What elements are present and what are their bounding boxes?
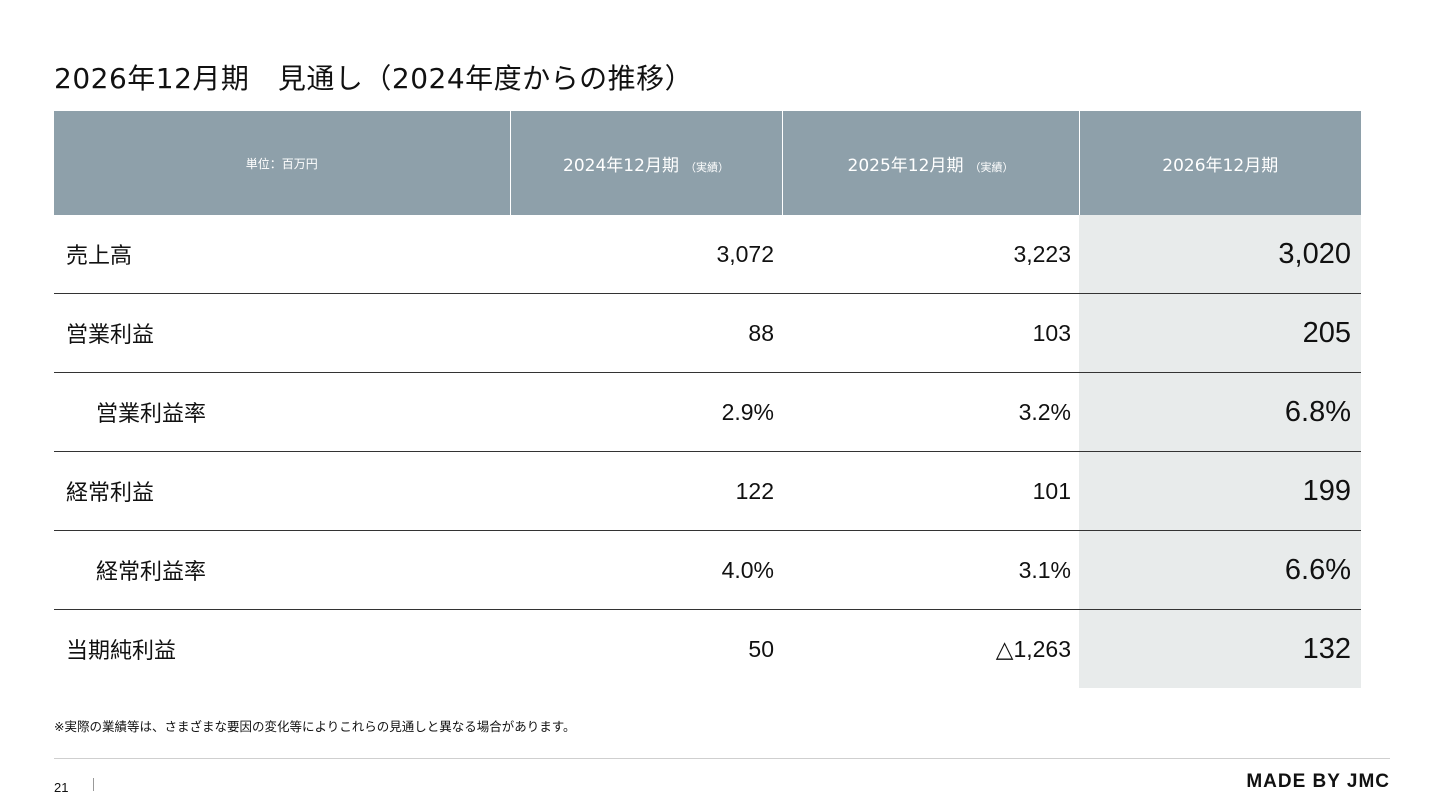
column-header-2025: 2025年12月期 （実績） [781, 111, 1079, 215]
value-2025: 3.2% [782, 372, 1079, 452]
value-2024: 2.9% [510, 372, 782, 452]
column-header-label: 2025年12月期 [847, 155, 964, 176]
table-row: 営業利益率 2.9% 3.2% 6.8% [54, 372, 1361, 452]
table-row: 経常利益 122 101 199 [54, 451, 1361, 531]
value-2025: 101 [782, 451, 1079, 531]
value-2024: 88 [510, 293, 782, 373]
table-row: 当期純利益 50 △1,263 132 [54, 609, 1361, 688]
value-2026: 205 [1079, 293, 1361, 373]
column-header-note: （実績） [969, 160, 1014, 174]
value-2026: 6.8% [1079, 372, 1361, 452]
footer-divider [54, 758, 1390, 759]
brand-logo: MADE BY JMC [1246, 771, 1390, 792]
row-label: 営業利益 [54, 293, 510, 373]
value-2026: 6.6% [1079, 530, 1361, 610]
row-label: 経常利益 [54, 451, 510, 531]
row-label: 営業利益率 [54, 372, 510, 452]
table-header-row: 単位：百万円 2024年12月期 （実績） 2025年12月期 （実績） 2026年… [54, 111, 1361, 215]
value-2025: 3.1% [782, 530, 1079, 610]
column-header-2024: 2024年12月期 （実績） [509, 111, 782, 215]
disclaimer-footnote: ※実際の業績等は、さまざまな要因の変化等によりこれらの見通しと異なる場合がありま… [54, 719, 576, 734]
page-number: 21 [54, 780, 69, 795]
value-2025: △1,263 [995, 635, 1071, 662]
column-header-note: （実績） [684, 160, 729, 174]
value-2026: 3,020 [1079, 215, 1361, 294]
value-2024: 4.0% [510, 530, 782, 610]
unit-label: 単位：百万円 [54, 111, 510, 215]
value-2025: 3,223 [782, 215, 1079, 294]
financial-forecast-table: 単位：百万円 2024年12月期 （実績） 2025年12月期 （実績） 2026年… [54, 111, 1361, 688]
row-label: 売上高 [54, 215, 510, 294]
column-header-2026: 2026年12月期 [1078, 111, 1361, 215]
table-row: 売上高 3,072 3,223 3,020 [54, 215, 1361, 294]
row-label: 当期純利益 [66, 639, 177, 664]
row-label: 経常利益率 [54, 530, 510, 610]
value-2025: 103 [782, 293, 1079, 373]
page-title: 2026年12月期 見通し（2024年度からの推移） [54, 61, 694, 95]
value-2024: 122 [510, 451, 782, 531]
value-2024: 50 [748, 635, 774, 662]
column-header-label: 2026年12月期 [1162, 155, 1279, 176]
value-2026: 132 [1079, 609, 1361, 688]
table-row: 営業利益 88 103 205 [54, 293, 1361, 373]
value-2024: 3,072 [510, 215, 782, 294]
value-2026: 199 [1079, 451, 1361, 531]
page-number-separator [93, 778, 94, 791]
table-row: 経常利益率 4.0% 3.1% 6.6% [54, 530, 1361, 610]
column-header-label: 2024年12月期 [563, 155, 679, 176]
